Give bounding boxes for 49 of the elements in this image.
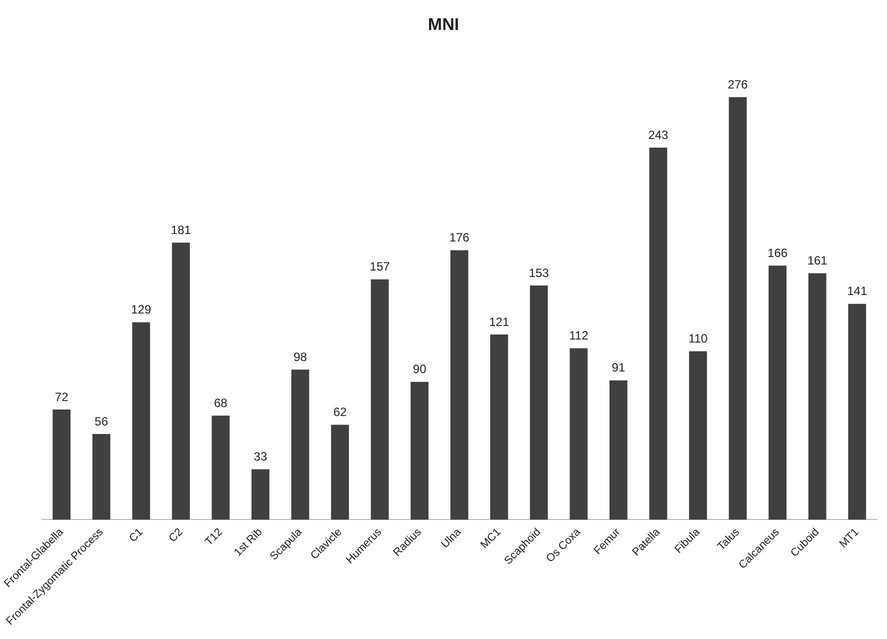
x-tick-label: MT1 bbox=[837, 526, 862, 550]
data-label: 91 bbox=[612, 360, 626, 375]
data-label: 98 bbox=[294, 350, 308, 364]
bar bbox=[530, 285, 548, 520]
data-label: 276 bbox=[728, 77, 748, 92]
bar bbox=[728, 97, 747, 520]
bar bbox=[172, 242, 190, 520]
bar bbox=[331, 424, 349, 520]
bar bbox=[291, 370, 310, 520]
bar bbox=[570, 348, 588, 520]
bar bbox=[490, 334, 508, 520]
data-label: 62 bbox=[333, 405, 348, 420]
data-label: 90 bbox=[412, 362, 427, 376]
data-label: 33 bbox=[254, 450, 268, 464]
x-tick-label: C1 bbox=[126, 526, 146, 545]
data-label: 141 bbox=[847, 284, 868, 298]
data-label: 112 bbox=[569, 328, 589, 343]
bar bbox=[450, 250, 468, 520]
bar bbox=[649, 148, 668, 520]
data-label: 161 bbox=[807, 254, 828, 268]
bar bbox=[252, 469, 270, 520]
chart-title: MNI bbox=[428, 14, 460, 34]
bar bbox=[52, 409, 71, 520]
bar bbox=[212, 416, 230, 520]
data-label: 166 bbox=[768, 246, 788, 260]
bar bbox=[848, 304, 866, 520]
data-label: 181 bbox=[170, 222, 192, 237]
x-tick-label: Ulna bbox=[439, 526, 464, 551]
data-label: 243 bbox=[648, 128, 669, 142]
bar bbox=[370, 279, 389, 520]
data-label: 56 bbox=[94, 414, 108, 428]
bar bbox=[92, 434, 110, 520]
bar bbox=[808, 273, 826, 520]
data-label: 72 bbox=[54, 390, 69, 404]
data-label: 121 bbox=[489, 314, 510, 329]
data-label: 176 bbox=[449, 230, 470, 245]
x-tick-label: C2 bbox=[166, 526, 186, 545]
data-label: 110 bbox=[688, 332, 708, 346]
data-label: 157 bbox=[370, 260, 390, 274]
x-tick-label: T12 bbox=[203, 526, 225, 548]
bar bbox=[768, 266, 787, 520]
x-tick-label: 1st Rib bbox=[232, 526, 265, 559]
bar bbox=[410, 382, 429, 520]
data-label: 68 bbox=[214, 396, 228, 410]
data-label: 153 bbox=[528, 266, 550, 280]
bar bbox=[689, 351, 707, 520]
data-label: 129 bbox=[131, 302, 152, 317]
bar bbox=[610, 380, 628, 520]
bar bbox=[132, 322, 150, 520]
